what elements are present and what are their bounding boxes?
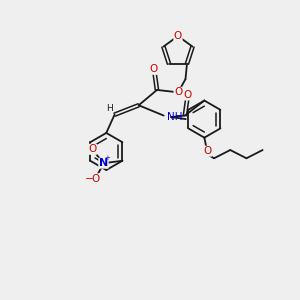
Text: H: H bbox=[106, 104, 112, 113]
Text: O: O bbox=[88, 144, 97, 154]
Text: O: O bbox=[150, 64, 158, 74]
Text: NH: NH bbox=[167, 112, 183, 122]
Text: +: + bbox=[105, 155, 111, 161]
Text: −: − bbox=[85, 174, 94, 184]
Text: O: O bbox=[91, 174, 99, 184]
Text: N: N bbox=[99, 158, 108, 168]
Text: O: O bbox=[174, 87, 182, 97]
Text: O: O bbox=[203, 146, 212, 156]
Text: O: O bbox=[174, 31, 182, 41]
Text: O: O bbox=[184, 90, 192, 100]
